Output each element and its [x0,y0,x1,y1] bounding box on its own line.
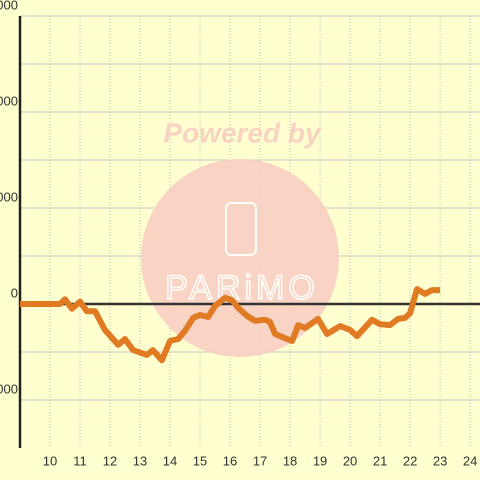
x-tick-label: 24 [463,453,477,468]
x-tick-label: 22 [403,453,417,468]
x-tick-label: 19 [313,453,327,468]
x-tick-label: 23 [433,453,447,468]
x-tick-label: 10 [43,453,57,468]
x-tick-label: 12 [103,453,117,468]
x-tick-label: 16 [223,453,237,468]
watermark-logo: PARiMO [165,269,319,307]
x-tick-label: 14 [163,453,177,468]
x-tick-label: 20 [343,453,357,468]
x-tick-label: 21 [373,453,387,468]
watermark-phone [225,202,257,256]
x-tick-label: 17 [253,453,267,468]
y-tick-label: 4,000 [0,93,18,108]
x-tick-label: 13 [133,453,147,468]
y-tick-label: 0 [11,285,18,300]
watermark-text: Powered by [163,117,322,148]
x-tick-label: 11 [73,453,87,468]
x-tick-label: 15 [193,453,207,468]
y-tick-label: -2,000 [0,381,18,396]
y-tick-label: 2,000 [0,189,18,204]
x-tick-label: 18 [283,453,297,468]
data-line [20,286,441,364]
watermark-circle [141,159,339,357]
watermark: Powered by PARiMO [141,117,339,357]
y-tick-label: 6,000 [0,0,18,12]
